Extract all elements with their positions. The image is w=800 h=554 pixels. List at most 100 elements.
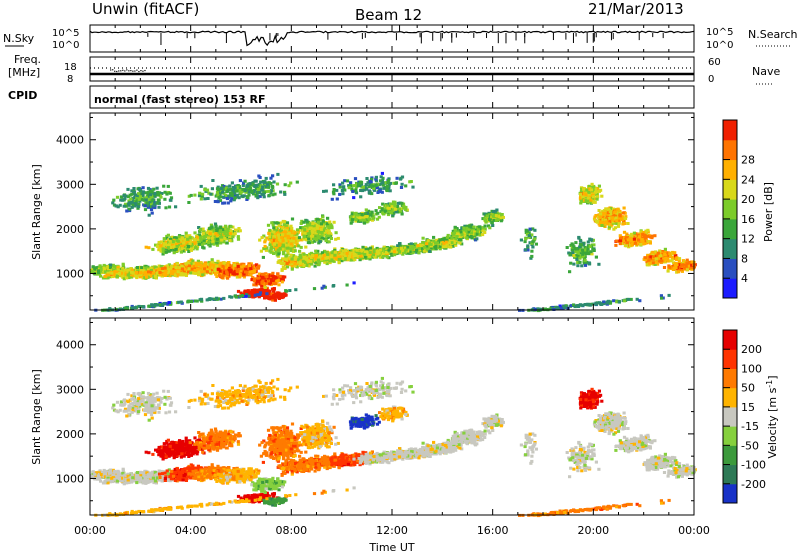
power-cell bbox=[225, 241, 229, 245]
power-cell bbox=[214, 224, 218, 228]
power-cell bbox=[491, 214, 495, 218]
power-cell bbox=[271, 296, 275, 300]
power-cell bbox=[245, 265, 249, 269]
power-cell bbox=[369, 246, 373, 250]
power-cell bbox=[289, 249, 293, 253]
power-cell bbox=[252, 283, 256, 287]
power-cell bbox=[141, 274, 145, 278]
power-cell bbox=[189, 271, 193, 275]
power-cell bbox=[189, 248, 193, 252]
power-cell bbox=[267, 232, 271, 235]
power-cell bbox=[194, 271, 198, 275]
power-cell bbox=[214, 272, 218, 276]
nave-dot bbox=[136, 69, 138, 71]
power-cell bbox=[292, 236, 296, 240]
power-cell bbox=[421, 247, 425, 251]
power-cell bbox=[412, 245, 417, 249]
power-cell bbox=[205, 270, 209, 274]
power-cell bbox=[220, 276, 224, 279]
power-cell bbox=[227, 261, 231, 265]
power-cell bbox=[277, 291, 281, 295]
power-cell bbox=[174, 266, 178, 269]
power-cell bbox=[124, 274, 128, 278]
power-cell bbox=[238, 273, 242, 277]
power-cell bbox=[274, 221, 278, 225]
power-cell bbox=[388, 246, 392, 250]
power-cell bbox=[210, 236, 214, 240]
freq-trace bbox=[90, 67, 694, 76]
power-cell bbox=[187, 270, 191, 274]
power-cell bbox=[283, 293, 288, 297]
power-cell bbox=[363, 255, 367, 259]
power-cell bbox=[215, 275, 219, 278]
power-cell bbox=[444, 240, 448, 244]
power-cell bbox=[270, 292, 274, 296]
power-cell bbox=[279, 294, 283, 298]
power-cell bbox=[178, 266, 182, 270]
power-cell bbox=[277, 294, 281, 298]
power-cell bbox=[281, 226, 285, 230]
power-cell bbox=[238, 271, 242, 275]
beam-title: Beam 12 bbox=[355, 6, 422, 24]
power-cell bbox=[105, 273, 109, 277]
power-cell bbox=[449, 245, 453, 249]
freq-tick-top: 18 bbox=[64, 62, 77, 73]
nave-dot bbox=[114, 70, 116, 72]
power-cell bbox=[224, 225, 228, 229]
power-cell bbox=[493, 209, 498, 213]
power-cell bbox=[255, 266, 259, 270]
power-cell bbox=[97, 266, 101, 270]
power-cell bbox=[250, 270, 254, 274]
power-cell bbox=[152, 267, 156, 271]
power-cell bbox=[255, 280, 260, 284]
power-cell bbox=[163, 274, 167, 277]
nave-dot bbox=[144, 69, 146, 72]
power-cell bbox=[144, 245, 148, 249]
power-cell bbox=[191, 262, 195, 266]
power-cell bbox=[408, 250, 412, 254]
power-cell bbox=[171, 269, 176, 273]
power-cell bbox=[363, 253, 367, 256]
noise-tick-right-bottom: 10^0 bbox=[706, 40, 733, 51]
power-cell bbox=[119, 271, 124, 275]
power-cell bbox=[290, 264, 294, 268]
power-cell bbox=[227, 263, 232, 267]
power-cell bbox=[364, 246, 368, 250]
power-cell bbox=[318, 260, 322, 264]
power-cell bbox=[286, 246, 290, 250]
power-cell bbox=[153, 274, 158, 278]
power-cell bbox=[196, 267, 200, 271]
power-cell bbox=[238, 229, 242, 233]
power-cell bbox=[277, 283, 281, 287]
power-cell bbox=[350, 249, 354, 253]
power-cell bbox=[191, 259, 195, 263]
power-cell bbox=[156, 245, 160, 248]
power-cell bbox=[414, 242, 418, 246]
power-cell bbox=[293, 249, 297, 253]
power-cell bbox=[483, 224, 487, 228]
power-cell bbox=[188, 236, 192, 240]
power-cell bbox=[365, 250, 369, 254]
nave-dot bbox=[132, 70, 134, 72]
power-cell bbox=[390, 253, 394, 257]
power-cell bbox=[189, 262, 193, 266]
nave-dot bbox=[110, 69, 112, 71]
power-cell bbox=[108, 271, 112, 275]
power-cell bbox=[139, 269, 143, 273]
power-cell bbox=[124, 272, 128, 276]
nave-tick-top: 60 bbox=[708, 57, 721, 68]
power-cell bbox=[421, 240, 425, 244]
power-cell bbox=[103, 275, 107, 278]
power-cell bbox=[157, 240, 161, 244]
power-cell bbox=[320, 256, 325, 260]
power-cell bbox=[197, 270, 201, 274]
power-cell bbox=[225, 272, 229, 276]
power-cell bbox=[425, 247, 429, 251]
power-cell bbox=[143, 276, 147, 280]
power-cell bbox=[328, 261, 332, 265]
power-cell bbox=[305, 263, 309, 267]
power-cell bbox=[108, 273, 112, 277]
power-cell bbox=[215, 241, 219, 245]
nave-dot bbox=[130, 69, 132, 72]
power-cell bbox=[208, 269, 212, 273]
